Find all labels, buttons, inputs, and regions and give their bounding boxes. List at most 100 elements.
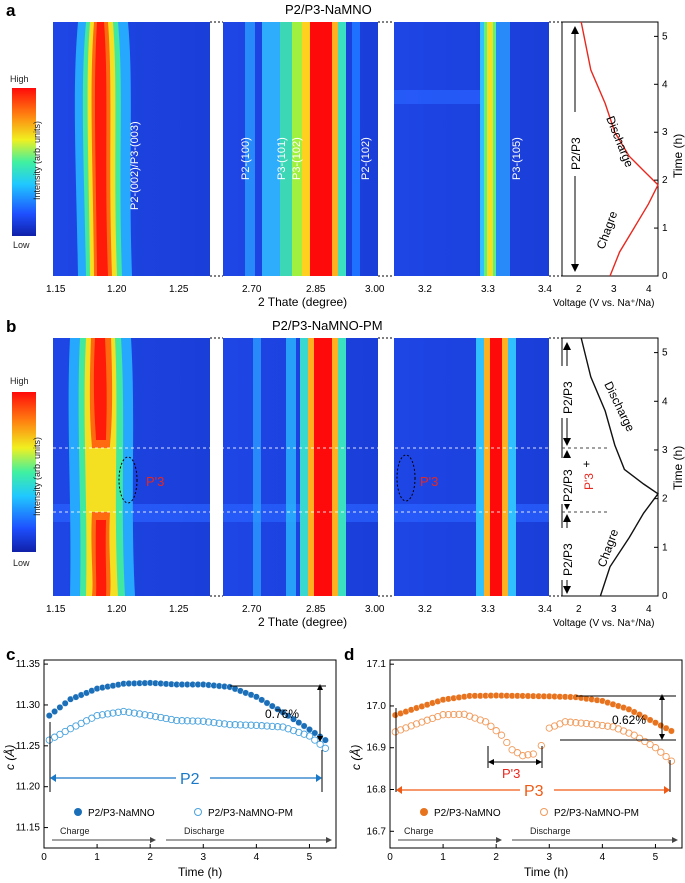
c-series-0-point-39 — [252, 693, 260, 701]
b-xtick-6: 3.00 — [365, 604, 385, 615]
c-xlabel: Time (h) — [178, 865, 222, 879]
d-series-1-point-25 — [524, 751, 532, 759]
va-ytick-4: 4 — [662, 79, 668, 90]
vb-ytick-1: 1 — [662, 542, 668, 553]
c-series-1-point-19 — [146, 711, 154, 720]
vb-ytick-4: 4 — [662, 396, 668, 407]
d-series-1-point-26 — [529, 750, 537, 758]
d-series-1-point-6 — [423, 716, 431, 724]
c-legend-marker-0 — [74, 808, 82, 816]
heatmap-b-2 — [223, 338, 378, 596]
d-series-1-point-3 — [407, 722, 415, 730]
a-xtick-8: 3.3 — [481, 284, 495, 295]
d-legend-marker-1 — [540, 808, 548, 816]
vb-ytick-2: 2 — [662, 494, 668, 505]
d-series-1-point-45 — [635, 734, 644, 742]
panel-letter-d: d — [344, 645, 354, 664]
b-xtick-1: 1.15 — [46, 604, 66, 615]
voltage-a: P2/P3 Discharge Chagre 2 3 4 Voltage (V … — [553, 21, 685, 309]
c-series-1-point-11 — [104, 710, 112, 718]
d-series-1-point-12 — [455, 710, 463, 719]
c-series-0-point-0 — [45, 712, 53, 719]
c-series-1-point-38 — [247, 721, 255, 729]
colorbar-b — [12, 392, 36, 552]
voltage-b-phase-p3prime: P'3 — [582, 473, 596, 490]
d-ytick-3: 17.0 — [367, 701, 387, 712]
c-series-1-point-43 — [273, 723, 282, 731]
va-xtick-4: 4 — [646, 284, 652, 295]
c-series-1-point-32 — [215, 719, 223, 727]
c-series-0-point-3 — [61, 699, 69, 707]
c-series-0 — [45, 679, 329, 744]
d-segment-discharge: Discharge — [530, 826, 571, 836]
voltage-b-discharge: Discharge — [601, 379, 637, 434]
peak-label-p2-002: P2-(002)/P3-(003) — [129, 121, 141, 210]
d-series-1-point-8 — [434, 712, 442, 721]
c-series-1-point-16 — [130, 709, 138, 717]
c-series-1-point-29 — [199, 717, 207, 725]
c-series-0-point-46 — [290, 715, 297, 723]
c-xtick-4: 4 — [254, 852, 260, 863]
d-series-1-point-20 — [497, 731, 506, 739]
d-xtick-2: 2 — [493, 852, 499, 863]
d-series-1-point-1 — [396, 726, 405, 734]
d-series-1-point-51 — [667, 757, 676, 765]
d-xtick-3: 3 — [546, 852, 552, 863]
heatmap-a-2: P2-(100) P3-(101) P3-(102) P2-(102) — [223, 22, 378, 276]
panel-a-title: P2/P3-NaMNO — [285, 2, 372, 17]
va-ylabel: Time (h) — [671, 134, 685, 178]
c-series-1-point-27 — [189, 717, 197, 725]
colorbar-a-high: High — [10, 74, 29, 84]
p3prime-label-1: P'3 — [146, 474, 164, 489]
d-series-0-point-52 — [668, 727, 675, 735]
d-series-1-point-49 — [657, 748, 665, 756]
c-series-1-point-37 — [242, 721, 250, 729]
d-xtick-1: 1 — [440, 852, 446, 863]
a-xtick-1: 1.15 — [46, 284, 66, 295]
d-xtick-4: 4 — [600, 852, 606, 863]
colorbar-b-low: Low — [13, 558, 30, 568]
d-legend-marker-0 — [420, 808, 428, 816]
c-xticks: 0 1 2 3 4 5 — [41, 844, 313, 863]
d-series-1-point-7 — [428, 714, 437, 723]
b-xtick-3: 1.25 — [169, 604, 189, 615]
c-series-1-point-30 — [204, 718, 213, 726]
d-series-1-point-24 — [519, 752, 527, 760]
c-range-label: P2 — [180, 771, 200, 788]
p3prime-label-2: P'3 — [420, 474, 438, 489]
c-series-1-point-9 — [93, 711, 101, 720]
voltage-a-charge: Chagre — [594, 209, 621, 251]
c-series-0-point-52 — [321, 736, 329, 744]
b-xtick-5: 2.85 — [306, 604, 326, 615]
voltage-b-phase-3: P2/P3 — [561, 543, 575, 576]
b-xlabel: 2 Thate (degree) — [258, 615, 347, 629]
c-series-1-point-48 — [300, 730, 308, 738]
c-series-1-point-42 — [268, 722, 276, 731]
c-series-0-point-42 — [268, 702, 276, 710]
va-xtick-2: 2 — [576, 284, 582, 295]
d-ytick-4: 17.1 — [367, 659, 387, 670]
c-series-0-point-45 — [284, 712, 292, 720]
b-xtick-4: 2.70 — [242, 604, 262, 615]
d-series-1-point-44 — [630, 731, 638, 739]
va-ytick-5: 5 — [662, 31, 668, 42]
d-xtick-5: 5 — [653, 852, 659, 863]
colorbar-b-label: Intensity (arb. units) — [32, 437, 42, 516]
d-series-0-point-51 — [662, 724, 670, 732]
c-series-0-point-2 — [56, 704, 64, 711]
c-series-1-point-36 — [236, 721, 245, 729]
c-series-1-point-24 — [173, 716, 181, 725]
c-series-1-point-23 — [167, 715, 176, 724]
d-xticks: 0 1 2 3 4 5 — [387, 844, 659, 863]
d-ytick-2: 16.9 — [367, 743, 387, 754]
d-series-1-point-33 — [572, 719, 580, 727]
c-legend-1: P2/P3-NaMNO-PM — [208, 808, 293, 819]
c-series-0-point-41 — [263, 699, 271, 707]
va-ytick-3: 3 — [662, 127, 668, 138]
d-ytick-0: 16.7 — [367, 826, 387, 837]
d-series-1-point-50 — [662, 752, 670, 761]
d-yticks: 16.7 16.8 16.9 17.0 17.1 — [367, 659, 394, 837]
va-ytick-2: 2 — [662, 175, 668, 186]
c-xtick-2: 2 — [147, 852, 153, 863]
a-xtick-3: 1.25 — [169, 284, 189, 295]
